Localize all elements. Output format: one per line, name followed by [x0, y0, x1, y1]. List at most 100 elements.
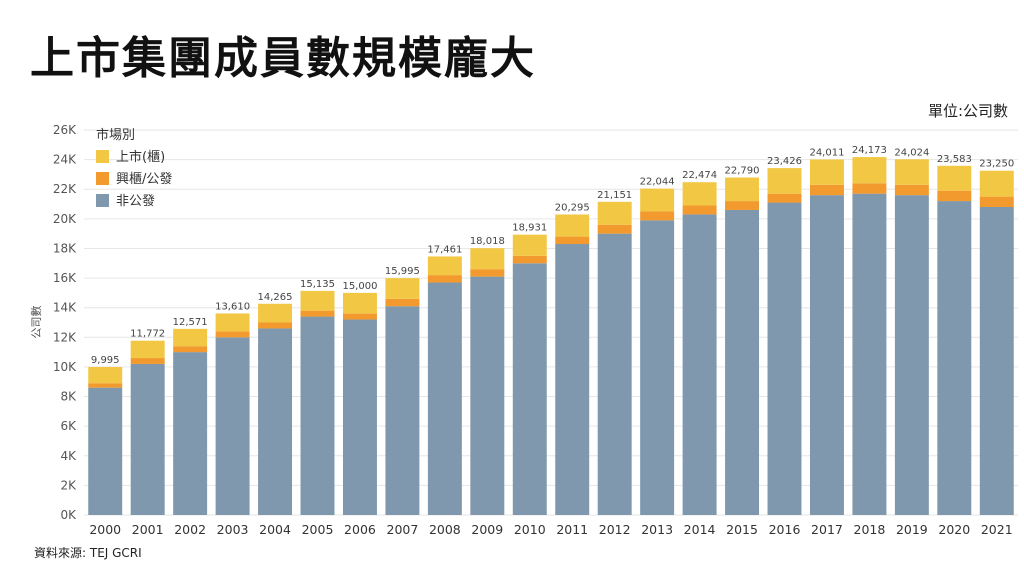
bar-segment	[852, 193, 887, 515]
x-tick-label: 2018	[854, 522, 886, 537]
bar-segment	[809, 159, 844, 185]
y-tick-label: 14K	[53, 301, 77, 315]
total-label: 11,772	[130, 329, 165, 340]
total-label: 15,135	[300, 279, 335, 290]
x-tick-label: 2001	[132, 522, 164, 537]
bar-segment	[809, 195, 844, 515]
total-label: 18,018	[470, 236, 505, 247]
bar-segment	[385, 298, 420, 307]
bar-segment	[852, 157, 887, 184]
y-tick-label: 4K	[60, 449, 77, 463]
bar-segment	[342, 319, 377, 515]
x-tick-label: 2008	[429, 522, 461, 537]
bar-segment	[555, 236, 590, 245]
x-tick-label: 2006	[344, 522, 376, 537]
bar-segment	[385, 306, 420, 515]
total-label: 23,250	[979, 159, 1014, 170]
bar-segment	[597, 233, 632, 515]
total-label: 21,151	[597, 190, 632, 201]
y-tick-label: 2K	[60, 478, 77, 492]
bar-segment	[470, 276, 505, 515]
source-note: 資料來源: TEJ GCRI	[34, 546, 142, 560]
legend-title: 市場別	[96, 127, 135, 143]
x-tick-label: 2019	[896, 522, 928, 537]
bar-segment	[597, 201, 632, 225]
x-tick-label: 2011	[556, 522, 588, 537]
bar-segment	[555, 214, 590, 237]
bar-segment	[385, 278, 420, 299]
y-tick-label: 20K	[53, 212, 77, 226]
bar-segment	[300, 290, 335, 311]
bar-segment	[725, 177, 760, 202]
y-tick-label: 16K	[53, 271, 77, 285]
total-label: 24,173	[852, 145, 887, 156]
page-title: 上市集團成員數規模龐大	[30, 33, 536, 84]
bar-segment	[725, 201, 760, 210]
bar-segment	[937, 190, 972, 202]
bar-segment	[215, 313, 250, 332]
bar-segment	[130, 363, 165, 515]
bar-segment	[640, 188, 675, 212]
bar-segment	[640, 211, 675, 221]
bar-segment	[767, 193, 802, 203]
bar-segment	[130, 358, 165, 364]
total-label: 13,610	[215, 301, 250, 312]
bar-segment	[682, 182, 717, 206]
bar-segment	[512, 234, 547, 256]
y-tick-label: 0K	[60, 508, 77, 522]
bar-segment	[894, 159, 929, 185]
legend-swatch	[96, 194, 109, 207]
bar-segment	[979, 170, 1014, 197]
x-tick-label: 2020	[938, 522, 970, 537]
bar-segment	[470, 269, 505, 277]
bar-segment	[512, 263, 547, 515]
bar-segment	[258, 303, 293, 323]
total-label: 24,024	[894, 147, 929, 158]
total-label: 17,461	[427, 244, 462, 255]
bar-segment	[300, 310, 335, 317]
bar-segment	[767, 202, 802, 516]
bar-segment	[258, 328, 293, 515]
bar-segment	[725, 209, 760, 515]
bar-segment	[130, 340, 165, 359]
bar-segment	[215, 337, 250, 515]
bar-segment	[979, 196, 1014, 207]
total-label: 22,790	[725, 166, 760, 177]
total-label: 24,011	[809, 147, 844, 158]
x-tick-label: 2009	[471, 522, 503, 537]
total-labels: 9,995 11,772 12,571 13,610 14,265 15,135 15,00…	[91, 145, 1014, 366]
x-tick-label: 2015	[726, 522, 758, 537]
bar-segment	[427, 282, 462, 515]
bar-segment	[597, 224, 632, 234]
x-tick-label: 2002	[174, 522, 206, 537]
total-label: 9,995	[91, 355, 120, 366]
y-axis-label: 公司數	[30, 306, 43, 339]
x-axis-ticks: 2000 2001 2002 2003 2004 2005 2006 2007 2008 2009…	[89, 522, 1012, 537]
legend-item-label: 興櫃/公發	[116, 172, 172, 187]
total-label: 20,295	[555, 202, 590, 213]
x-tick-label: 2017	[811, 522, 843, 537]
bar-segment	[88, 383, 123, 388]
bar-segment	[173, 328, 208, 347]
x-tick-label: 2010	[514, 522, 546, 537]
bar-segment	[173, 346, 208, 353]
y-tick-label: 12K	[53, 330, 77, 344]
x-tick-label: 2004	[259, 522, 291, 537]
bar-segment	[88, 366, 123, 384]
total-label: 18,931	[512, 223, 547, 234]
bar-segment	[852, 183, 887, 194]
x-tick-label: 2000	[89, 522, 121, 537]
total-label: 15,995	[385, 266, 420, 277]
bar-segment	[555, 244, 590, 515]
bar-segment	[258, 322, 293, 329]
y-tick-label: 22K	[53, 182, 77, 196]
bar-segment	[682, 205, 717, 215]
legend-item-label: 上市(櫃)	[116, 149, 165, 165]
total-label: 23,426	[767, 156, 802, 167]
bar-segment	[512, 255, 547, 264]
total-label: 14,265	[258, 292, 293, 303]
bar-segment	[470, 248, 505, 270]
bars	[88, 157, 1014, 516]
